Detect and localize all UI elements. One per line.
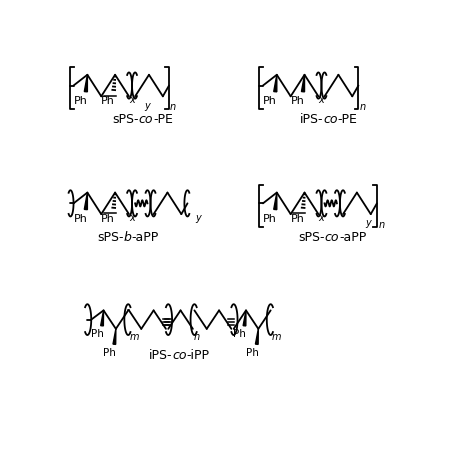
Text: Ph: Ph <box>101 214 115 224</box>
Text: -aPP: -aPP <box>339 231 366 244</box>
Text: Ph: Ph <box>91 329 104 339</box>
Text: y: y <box>195 213 201 223</box>
Polygon shape <box>273 75 277 92</box>
Polygon shape <box>100 310 103 326</box>
Polygon shape <box>84 193 87 210</box>
Text: Ph: Ph <box>103 348 116 358</box>
Text: b: b <box>124 231 132 244</box>
Text: Ph: Ph <box>73 96 87 106</box>
Text: -PE: -PE <box>337 113 357 126</box>
Text: Ph: Ph <box>263 96 277 106</box>
Text: m: m <box>272 332 282 341</box>
Text: Ph: Ph <box>246 348 259 358</box>
Polygon shape <box>301 75 304 92</box>
Text: x: x <box>319 213 324 223</box>
Text: iPS-: iPS- <box>148 348 172 362</box>
Text: x: x <box>129 213 135 223</box>
Text: co: co <box>323 113 337 126</box>
Text: -aPP: -aPP <box>132 231 159 244</box>
Text: Ph: Ph <box>263 214 277 224</box>
Text: sPS-: sPS- <box>298 231 325 244</box>
Polygon shape <box>113 329 116 344</box>
Text: Ph: Ph <box>291 96 304 106</box>
Text: iPS-: iPS- <box>300 113 323 126</box>
Text: co: co <box>172 348 186 362</box>
Text: n: n <box>170 102 176 112</box>
Text: y: y <box>145 100 150 111</box>
Text: -iPP: -iPP <box>186 348 210 362</box>
Polygon shape <box>255 329 258 344</box>
Text: sPS-: sPS- <box>97 231 124 244</box>
Text: n: n <box>378 220 384 230</box>
Text: -PE: -PE <box>154 113 173 126</box>
Text: n: n <box>359 102 365 112</box>
Text: Ph: Ph <box>233 329 246 339</box>
Text: Ph: Ph <box>101 96 115 106</box>
Text: n: n <box>194 332 200 341</box>
Text: x: x <box>319 95 324 105</box>
Text: co: co <box>325 231 339 244</box>
Text: sPS-: sPS- <box>112 113 139 126</box>
Text: m: m <box>129 332 139 341</box>
Text: y: y <box>365 219 371 228</box>
Text: Ph: Ph <box>73 214 87 224</box>
Polygon shape <box>84 75 87 92</box>
Text: co: co <box>139 113 154 126</box>
Polygon shape <box>243 310 246 326</box>
Text: Ph: Ph <box>291 214 304 224</box>
Text: x: x <box>129 95 135 105</box>
Polygon shape <box>273 193 277 210</box>
